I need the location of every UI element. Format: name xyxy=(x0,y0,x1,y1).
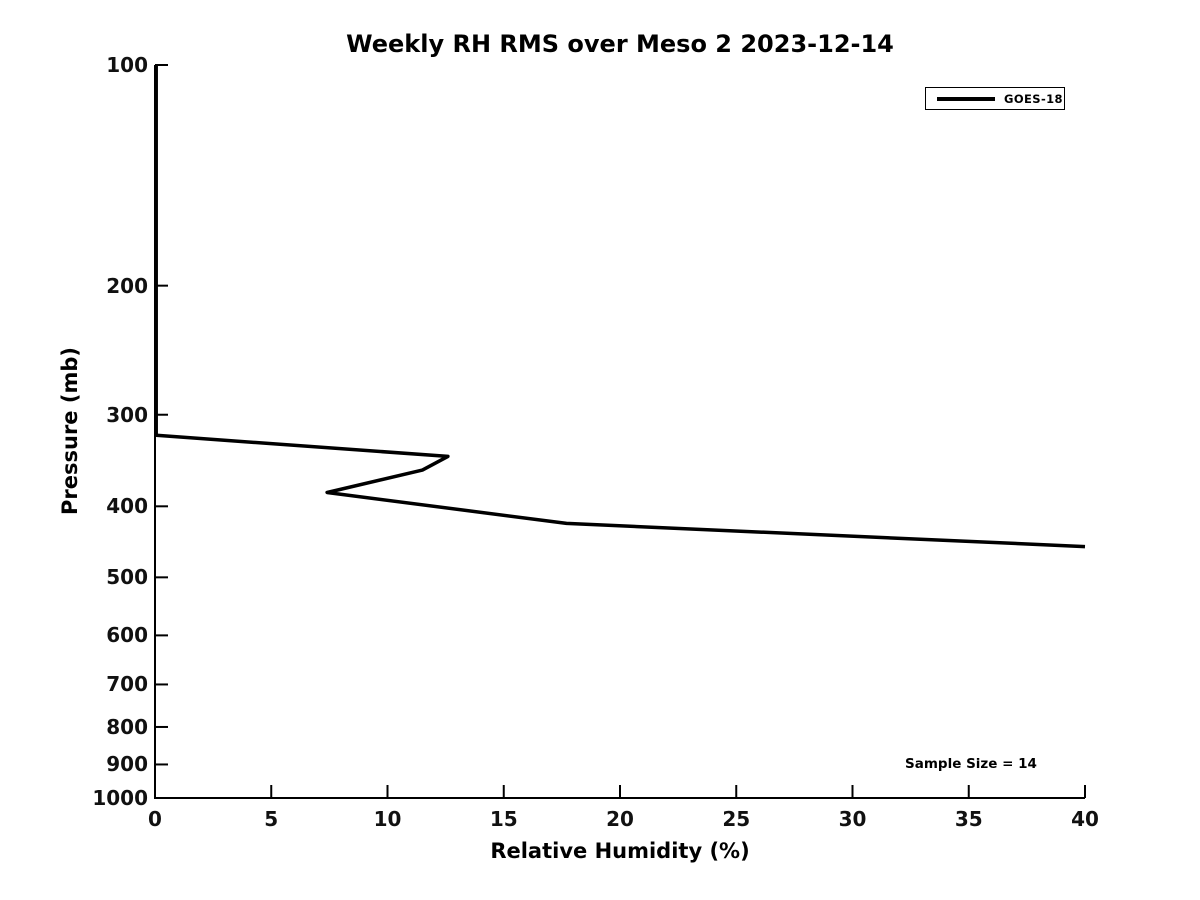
legend-line-sample-icon xyxy=(937,96,995,101)
x-tick-label: 0 xyxy=(148,807,162,831)
x-tick-label: 30 xyxy=(838,807,867,831)
axes-spines xyxy=(154,65,1085,799)
legend: GOES-18 xyxy=(925,87,1065,110)
x-tick-label: 25 xyxy=(722,807,751,831)
y-tick-label: 500 xyxy=(106,565,148,590)
y-tick-label: 400 xyxy=(106,494,148,519)
series-line-goes-18 xyxy=(154,65,1086,549)
chart-title: Weekly RH RMS over Meso 2 2023-12-14 xyxy=(346,30,894,58)
x-tick-label: 20 xyxy=(606,807,634,831)
x-tick-label: 15 xyxy=(489,807,518,831)
x-tick-label: 10 xyxy=(373,807,402,831)
y-tick-label: 900 xyxy=(106,752,148,777)
x-axis-label: Relative Humidity (%) xyxy=(490,839,750,863)
y-tick-label: 1000 xyxy=(92,786,148,810)
y-tick-label: 100 xyxy=(106,53,148,77)
y-tick-label: 600 xyxy=(106,623,148,648)
x-tick-label: 40 xyxy=(1071,807,1099,831)
y-tick-label: 700 xyxy=(106,672,148,697)
y-tick-label: 200 xyxy=(106,273,148,298)
sample-size-annotation: Sample Size = 14 xyxy=(905,756,1037,772)
y-tick-label: 800 xyxy=(106,714,148,739)
x-tick-label: 35 xyxy=(954,807,983,831)
y-tick-label: 300 xyxy=(106,402,148,427)
legend-label: GOES-18 xyxy=(1004,91,1063,106)
x-tick-label: 5 xyxy=(264,807,279,831)
